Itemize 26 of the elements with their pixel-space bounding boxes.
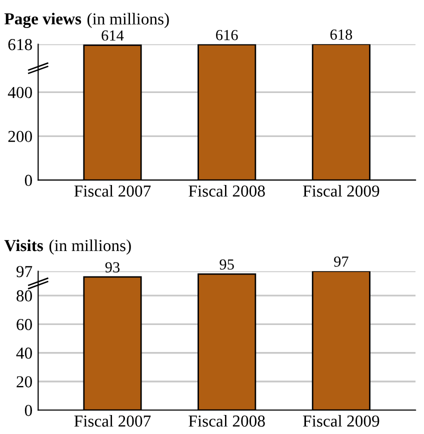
x-tick-label: Fiscal 2009 — [303, 184, 380, 197]
x-tick-label: Fiscal 2008 — [188, 184, 265, 197]
chart-subtitle: (in millions) — [87, 12, 169, 28]
y-tick-label: 40 — [16, 348, 32, 359]
y-tick-label: 0 — [24, 404, 32, 416]
x-tick-label: Fiscal 2009 — [303, 414, 380, 427]
y-tick-label: 0 — [24, 174, 32, 186]
data-label: 95 — [220, 259, 234, 270]
y-tick-label: 97 — [16, 266, 32, 278]
y-tick-label: 20 — [16, 376, 32, 388]
x-tick-label: Fiscal 2007 — [74, 414, 151, 427]
chart-subtitle: (in millions) — [49, 239, 131, 255]
data-label: 93 — [105, 262, 120, 272]
chart-title: Visits — [4, 239, 43, 252]
y-tick-label: 80 — [16, 290, 32, 302]
x-tick-label: Fiscal 2007 — [74, 184, 151, 197]
y-tick-label: 60 — [16, 318, 32, 330]
y-tick-label: 200 — [8, 130, 32, 142]
chart-title: Page views — [4, 12, 82, 28]
data-label: 614 — [102, 30, 124, 41]
data-label: 616 — [216, 30, 238, 40]
y-tick-label: 618 — [8, 38, 32, 50]
data-label: 618 — [330, 29, 352, 40]
data-label: 97 — [334, 256, 348, 267]
y-tick-label: 400 — [8, 86, 32, 98]
x-tick-label: Fiscal 2008 — [188, 414, 265, 427]
